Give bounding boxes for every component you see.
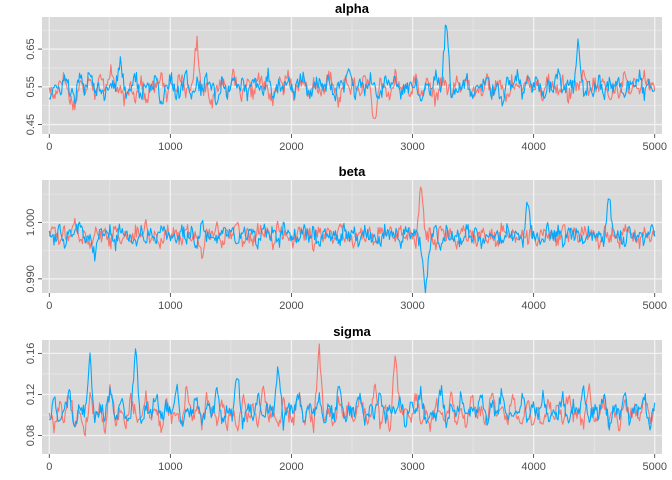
x-tick-label: 5000	[642, 141, 666, 153]
y-tick-label: 1.000	[25, 209, 37, 237]
x-tick-label: 1000	[158, 141, 182, 153]
trace-line-alpha-2	[48, 24, 655, 107]
x-tick-label: 1000	[158, 300, 182, 312]
x-tick-label: 4000	[521, 141, 545, 153]
y-tick-label: 0.16	[25, 343, 37, 364]
x-tick-label: 4000	[521, 461, 545, 473]
x-tick-label: 1000	[158, 461, 182, 473]
y-tick-label: 0.12	[25, 384, 37, 405]
y-tick-label: 0.45	[25, 114, 37, 135]
y-tick-label: 0.55	[25, 76, 37, 97]
y-tick-label: 0.990	[25, 265, 37, 293]
x-tick-label: 5000	[642, 300, 666, 312]
x-tick-label: 3000	[400, 141, 424, 153]
y-tick-label: 0.65	[25, 38, 37, 59]
panel-beta: beta 0 1000 2000 3000 4000 5000 0.990 1.000	[25, 164, 667, 312]
trace-line-beta-2	[48, 198, 656, 293]
x-tick-label: 4000	[521, 300, 545, 312]
trace-line-sigma-2	[48, 348, 656, 431]
x-tick-label: 5000	[642, 461, 666, 473]
x-tick-label: 2000	[279, 461, 303, 473]
panel-alpha: alpha 0 1000 2000 3000 4000 5000 0.45 0.55 0.65	[25, 1, 667, 153]
y-tick-label: 0.08	[25, 425, 37, 446]
panel-title: beta	[339, 164, 367, 179]
panel-title: alpha	[335, 1, 370, 16]
x-tick-label: 0	[46, 300, 52, 312]
x-tick-label: 3000	[400, 461, 424, 473]
x-tick-label: 0	[46, 141, 52, 153]
panel-title: sigma	[333, 324, 371, 339]
panel-sigma: sigma 0 1000 2000 3000 4000 5000 0.08 0.12 0.16	[25, 324, 667, 473]
x-tick-label: 2000	[279, 141, 303, 153]
x-tick-label: 3000	[400, 300, 424, 312]
x-tick-label: 2000	[279, 300, 303, 312]
x-tick-label: 0	[46, 461, 52, 473]
